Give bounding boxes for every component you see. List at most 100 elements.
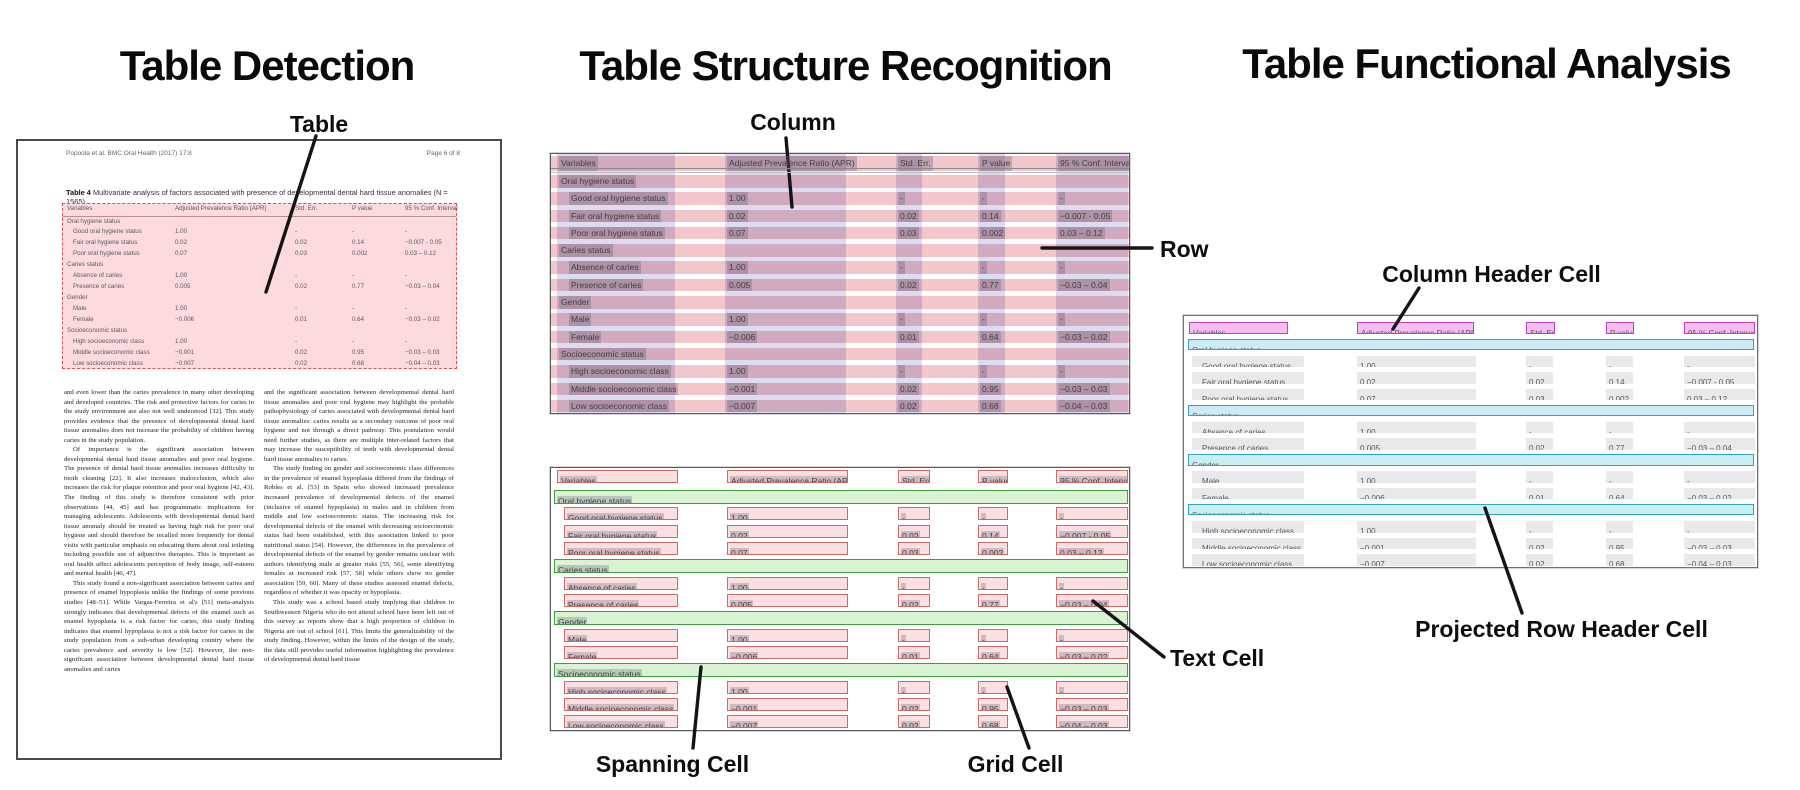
grid-cell: - <box>898 628 930 642</box>
stub-cell: Female <box>73 315 94 323</box>
cell-text: 0.14 <box>981 530 1000 537</box>
data-cell: 0.02 <box>727 209 748 223</box>
group-row: Caries status <box>1184 403 1757 420</box>
table-row: Middle socioeconomic class −0.001 0.02 0.95… <box>1184 536 1757 553</box>
data-cell: - <box>1526 471 1553 483</box>
data-cell: - <box>405 228 408 236</box>
stub-cell: Absence of caries <box>1192 421 1304 434</box>
cell-text: Female <box>567 652 598 659</box>
data-cell: 0.03 <box>1526 388 1553 401</box>
data-cell: −0.04 – 0.03 <box>405 359 440 367</box>
stub-cell: Low socioeconomic class <box>73 359 143 367</box>
data-cell: - <box>980 365 987 378</box>
spanning-cell: Caries status <box>554 558 1128 573</box>
text-cell: −0.007 - 0.05 <box>1056 524 1128 538</box>
callout-label-table: Table <box>289 111 349 137</box>
cell-text: 0.68 <box>1609 560 1625 566</box>
cell-text: 95 % Conf. Interval <box>1059 475 1127 482</box>
grid-cell: 0.14 <box>978 524 1008 538</box>
grid-cell: - <box>978 628 1008 642</box>
projected-row-header-cell: Socioeconomic status <box>1188 503 1754 516</box>
cell-text: Middle socioeconomic class <box>1202 543 1302 550</box>
callout-label-text-cell: Text Cell <box>1170 645 1265 671</box>
stub-cell: Poor oral hygiene status <box>73 250 140 258</box>
data-cell: 0.95 <box>352 348 365 356</box>
data-cell: 0.03 <box>898 226 919 240</box>
data-cell: - <box>1526 421 1553 434</box>
table-row: Good oral hygiene status 1.00 - - - <box>63 227 456 238</box>
data-cell: 0.02 <box>898 209 919 223</box>
cell-text: 0.77 <box>981 600 1000 607</box>
stub-text-cell: Female <box>564 646 678 660</box>
grid-cell: −0.006 <box>727 646 848 660</box>
grid-cell: 1.00 <box>727 628 848 642</box>
cell-text: Caries status <box>557 564 609 573</box>
table-row: High socioeconomic class 1.00 - - - <box>63 337 456 348</box>
spanning-cell: Oral hygiene status <box>554 489 1128 504</box>
grid-cell: - <box>978 576 1008 590</box>
data-cell: 0.02 <box>898 399 919 413</box>
cell-text: 1.00 <box>1360 361 1376 368</box>
callout-label-projected-row-header-cell: Projected Row Header Cell <box>1415 616 1708 642</box>
cell-text: - <box>1609 427 1612 434</box>
cell-text: 0.002 <box>1609 394 1630 401</box>
title-table-functional-analysis: Table Functional Analysis <box>1242 40 1731 87</box>
body-paragraph: and even lower than the caries prevalenc… <box>64 389 254 444</box>
header-cell: Std. Err. <box>295 205 318 212</box>
cell-text: 0.01 <box>1529 493 1545 500</box>
data-cell: - <box>405 337 408 345</box>
cell-text: −0.007 <box>1360 560 1385 566</box>
data-cell: 1.00 <box>727 261 748 274</box>
cell-text: 1.00 <box>1360 527 1376 533</box>
table-row: Presence of caries 0.005 0.02 0.77 −0.03 – 0… <box>551 593 1129 610</box>
cell-text: 0.03 – 0.12 <box>1059 548 1104 555</box>
stub-cell: Fair oral hygiene status <box>73 239 138 247</box>
cell-text: 0.02 <box>901 704 920 711</box>
data-cell: 0.02 <box>295 239 308 247</box>
spanning-cell: Socioeconomic status <box>554 662 1128 677</box>
stub-cell: Poor oral hygiene status <box>569 226 665 240</box>
cell-text: 0.64 <box>981 652 1000 659</box>
table-row: Middle socioeconomic class −0.001 0.02 0.95… <box>63 348 456 359</box>
cell-text: 0.02 <box>1360 378 1376 384</box>
grid-cell: - <box>898 576 930 590</box>
cell-text: 0.07 <box>1360 394 1376 401</box>
data-cell: 1.00 <box>1357 355 1476 368</box>
cell-text: −0.03 – 0.03 <box>1059 704 1109 711</box>
document-page-number: Page 6 of 8 <box>426 150 460 157</box>
cell-text: - <box>1059 582 1064 589</box>
cell-text: 1.00 <box>730 686 749 693</box>
data-cell: −0.007 <box>1357 554 1476 566</box>
cell-text: Presence of caries <box>1202 444 1269 450</box>
data-cell: - <box>1058 313 1065 326</box>
cell-text: Std. Err. <box>901 475 929 482</box>
cell-text: - <box>981 634 986 641</box>
group-row: Socioeconomic status <box>551 662 1129 679</box>
row-header-cell: Oral hygiene status <box>67 217 121 225</box>
cell-text: Male <box>1202 477 1220 483</box>
table-row: Female −0.006 0.01 0.64 −0.03 – 0.02 <box>63 315 456 326</box>
cell-text: Middle socioeconomic class <box>567 704 675 711</box>
stub-text-cell: Good oral hygiene status <box>564 507 678 521</box>
cell-text: Good oral hygiene status <box>567 513 664 520</box>
data-cell: - <box>1684 521 1755 533</box>
data-cell: 0.02 <box>295 283 308 291</box>
data-cell: 0.07 <box>727 226 748 240</box>
cell-text: 0.01 <box>901 652 920 659</box>
table-row: Female −0.006 0.01 0.64 −0.03 – 0.02 <box>551 645 1129 662</box>
table-row: Presence of caries 0.005 0.02 0.77 −0.03 – 0… <box>63 282 456 293</box>
stub-cell: Good oral hygiene status <box>73 228 142 236</box>
cell-text: Oral hygiene status <box>1192 345 1261 350</box>
stub-cell: Presence of caries <box>569 278 644 292</box>
cell-text: −0.03 – 0.04 <box>1687 444 1732 450</box>
cell-text: 0.64 <box>1609 493 1625 500</box>
body-paragraph: This study was a school based study impl… <box>264 599 454 664</box>
cell-text: Low socioeconomic class <box>567 721 665 728</box>
data-cell: −0.001 <box>1357 537 1476 550</box>
projected-row-header-cell: Oral hygiene status <box>1188 338 1754 350</box>
stub-cell: High socioeconomic class <box>1192 521 1304 533</box>
data-cell: 0.14 <box>1606 372 1633 384</box>
table-row: High socioeconomic class 1.00 - - - <box>1184 519 1757 536</box>
data-cell: 0.002 <box>980 226 1006 240</box>
cell-text: −0.03 – 0.03 <box>1687 543 1732 550</box>
